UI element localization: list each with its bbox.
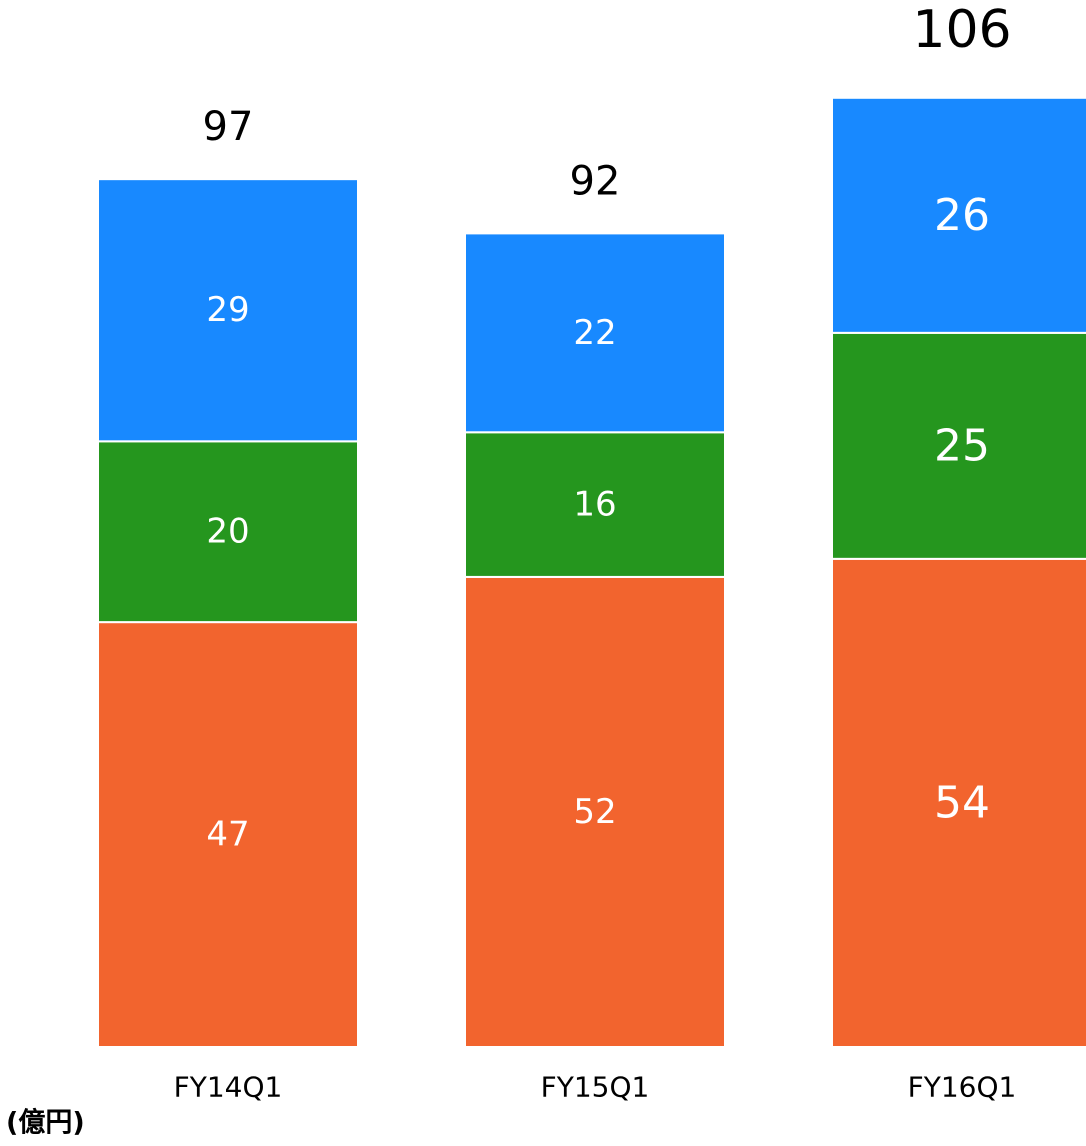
data-label-fy15q1-s3: 22 — [573, 313, 616, 353]
data-label-fy14q1-s2: 20 — [206, 512, 249, 552]
bar-segment-fy15q1-s2 — [464, 431, 726, 578]
bar-segment-fy16q1-s1 — [831, 557, 1086, 1049]
data-label-fy14q1-s3: 29 — [206, 290, 249, 330]
bar-segment-fy14q1-s2 — [97, 440, 359, 624]
total-label-fy14q1: 97 — [203, 104, 254, 150]
total-label-fy15q1: 92 — [570, 158, 621, 204]
category-label-fy15q1: FY15Q1 — [541, 1071, 650, 1104]
bars-group — [97, 96, 1086, 1049]
unit-label: (億円) — [6, 1108, 85, 1139]
bar-segment-fy14q1-s3 — [97, 178, 359, 443]
total-label-fy16q1: 106 — [912, 0, 1011, 60]
bar-segment-fy15q1-s3 — [464, 232, 726, 434]
data-label-fy16q1-s1: 54 — [934, 777, 990, 828]
category-label-fy14q1: FY14Q1 — [174, 1071, 283, 1104]
labels-group: 47 20 29 97 FY14Q1 52 16 22 92 FY15Q1 54 25 26 106 FY1… — [174, 0, 1017, 1103]
data-label-fy16q1-s2: 25 — [934, 420, 990, 471]
bar-segment-fy14q1-s1 — [97, 621, 359, 1048]
data-label-fy14q1-s1: 47 — [206, 815, 249, 855]
data-label-fy15q1-s2: 16 — [573, 485, 616, 525]
data-label-fy16q1-s3: 26 — [934, 190, 990, 241]
data-label-fy15q1-s1: 52 — [573, 792, 616, 832]
bar-segment-fy15q1-s1 — [464, 575, 726, 1048]
bar-segment-fy16q1-s3 — [831, 96, 1086, 334]
category-label-fy16q1: FY16Q1 — [908, 1071, 1017, 1104]
